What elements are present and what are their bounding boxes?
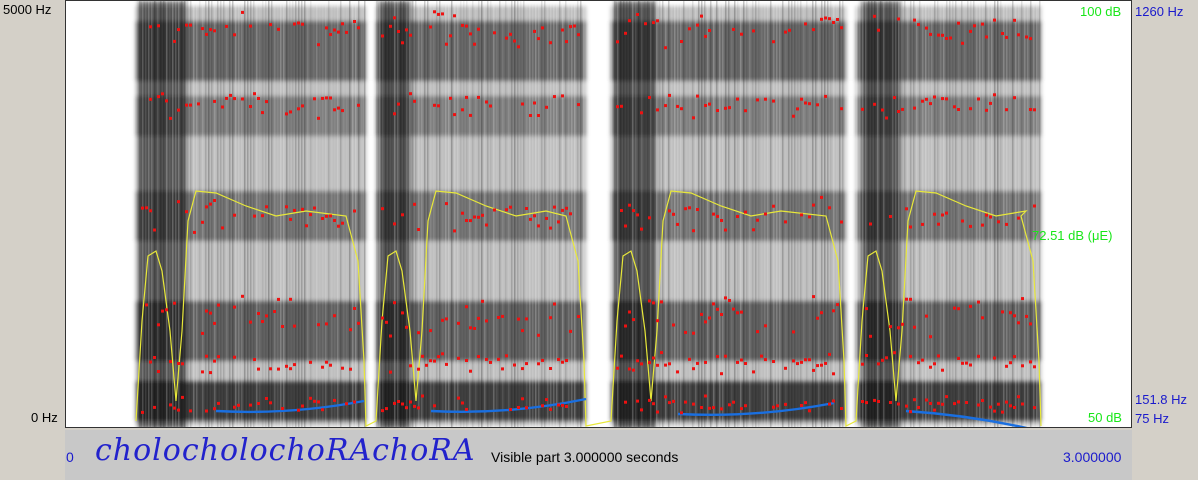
formant-tracks — [141, 10, 1036, 415]
intensity-max-label: 100 dB — [1080, 4, 1122, 19]
transcript-text: cholocholochoRAchoRA — [95, 433, 476, 468]
spectrogram-panel[interactable] — [65, 0, 1132, 428]
freq-min-label: 0 Hz — [31, 410, 58, 425]
time-bar[interactable] — [65, 430, 1132, 480]
pitch-max-label: 1260 Hz — [1135, 4, 1184, 19]
time-start-label: 0 — [66, 449, 74, 465]
intensity-min-label: 50 dB — [1088, 410, 1122, 425]
intensity-contour — [135, 190, 1042, 427]
pitch-min-label: 75 Hz — [1135, 411, 1169, 426]
pitch-cursor-label: 151.8 Hz — [1135, 392, 1188, 407]
time-end-label: 3.000000 — [1063, 449, 1122, 465]
intensity-cursor-label: 72.51 dB (μE) — [1032, 228, 1113, 243]
spectrogram-plot — [135, 1, 1042, 427]
spectrogram-energy — [136, 1, 1041, 427]
freq-max-label: 5000 Hz — [3, 2, 52, 17]
visible-part-label: Visible part 3.000000 seconds — [491, 449, 679, 465]
